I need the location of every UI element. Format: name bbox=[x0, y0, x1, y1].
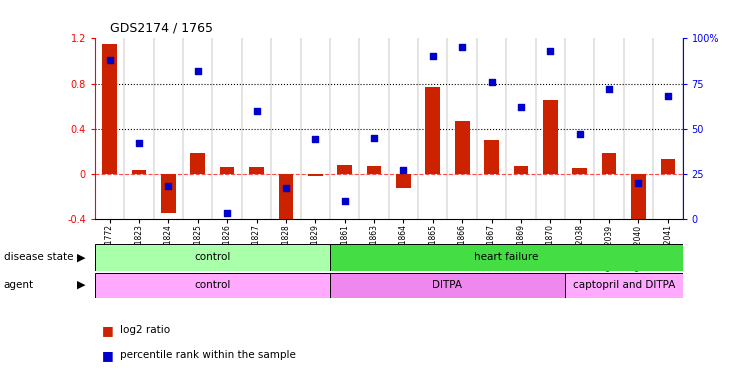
Text: ■: ■ bbox=[102, 349, 114, 362]
Point bbox=[662, 93, 674, 99]
Bar bbox=[543, 101, 558, 174]
Bar bbox=[337, 165, 352, 174]
Bar bbox=[366, 166, 381, 174]
Bar bbox=[308, 174, 323, 176]
Text: control: control bbox=[194, 252, 231, 262]
Point bbox=[427, 53, 439, 60]
Text: percentile rank within the sample: percentile rank within the sample bbox=[120, 350, 296, 360]
Bar bbox=[661, 159, 675, 174]
Point bbox=[339, 198, 350, 204]
Bar bbox=[426, 87, 440, 174]
Bar bbox=[220, 167, 234, 174]
Bar bbox=[95, 273, 330, 298]
Text: ▶: ▶ bbox=[77, 252, 85, 262]
Text: agent: agent bbox=[4, 280, 34, 290]
Bar bbox=[330, 273, 565, 298]
Point bbox=[163, 183, 174, 189]
Point bbox=[310, 136, 321, 142]
Bar bbox=[565, 273, 683, 298]
Point bbox=[515, 104, 527, 110]
Bar bbox=[95, 244, 330, 271]
Bar bbox=[484, 140, 499, 174]
Bar bbox=[602, 154, 616, 174]
Point bbox=[250, 108, 262, 114]
Bar bbox=[330, 244, 683, 271]
Text: heart failure: heart failure bbox=[474, 252, 539, 262]
Point bbox=[104, 57, 115, 63]
Text: DITPA: DITPA bbox=[432, 280, 463, 290]
Text: disease state: disease state bbox=[4, 252, 73, 262]
Text: captopril and DITPA: captopril and DITPA bbox=[572, 280, 675, 290]
Point bbox=[456, 44, 468, 50]
Bar bbox=[631, 174, 646, 230]
Point bbox=[485, 79, 497, 85]
Point bbox=[633, 180, 645, 186]
Bar bbox=[572, 168, 587, 174]
Point bbox=[280, 185, 292, 191]
Point bbox=[574, 131, 585, 137]
Bar bbox=[161, 174, 176, 213]
Point bbox=[603, 86, 615, 92]
Point bbox=[368, 135, 380, 141]
Text: ▶: ▶ bbox=[77, 280, 85, 290]
Text: ■: ■ bbox=[102, 324, 114, 337]
Bar bbox=[396, 174, 411, 189]
Point bbox=[192, 68, 204, 74]
Bar bbox=[191, 154, 205, 174]
Bar bbox=[131, 170, 146, 174]
Bar bbox=[279, 174, 293, 223]
Bar bbox=[102, 44, 117, 174]
Point bbox=[398, 167, 410, 173]
Bar bbox=[514, 166, 529, 174]
Bar bbox=[455, 121, 469, 174]
Bar bbox=[249, 167, 264, 174]
Text: GDS2174 / 1765: GDS2174 / 1765 bbox=[110, 22, 212, 35]
Text: control: control bbox=[194, 280, 231, 290]
Point bbox=[221, 210, 233, 217]
Point bbox=[133, 140, 145, 146]
Text: log2 ratio: log2 ratio bbox=[120, 325, 171, 335]
Point bbox=[545, 48, 556, 54]
